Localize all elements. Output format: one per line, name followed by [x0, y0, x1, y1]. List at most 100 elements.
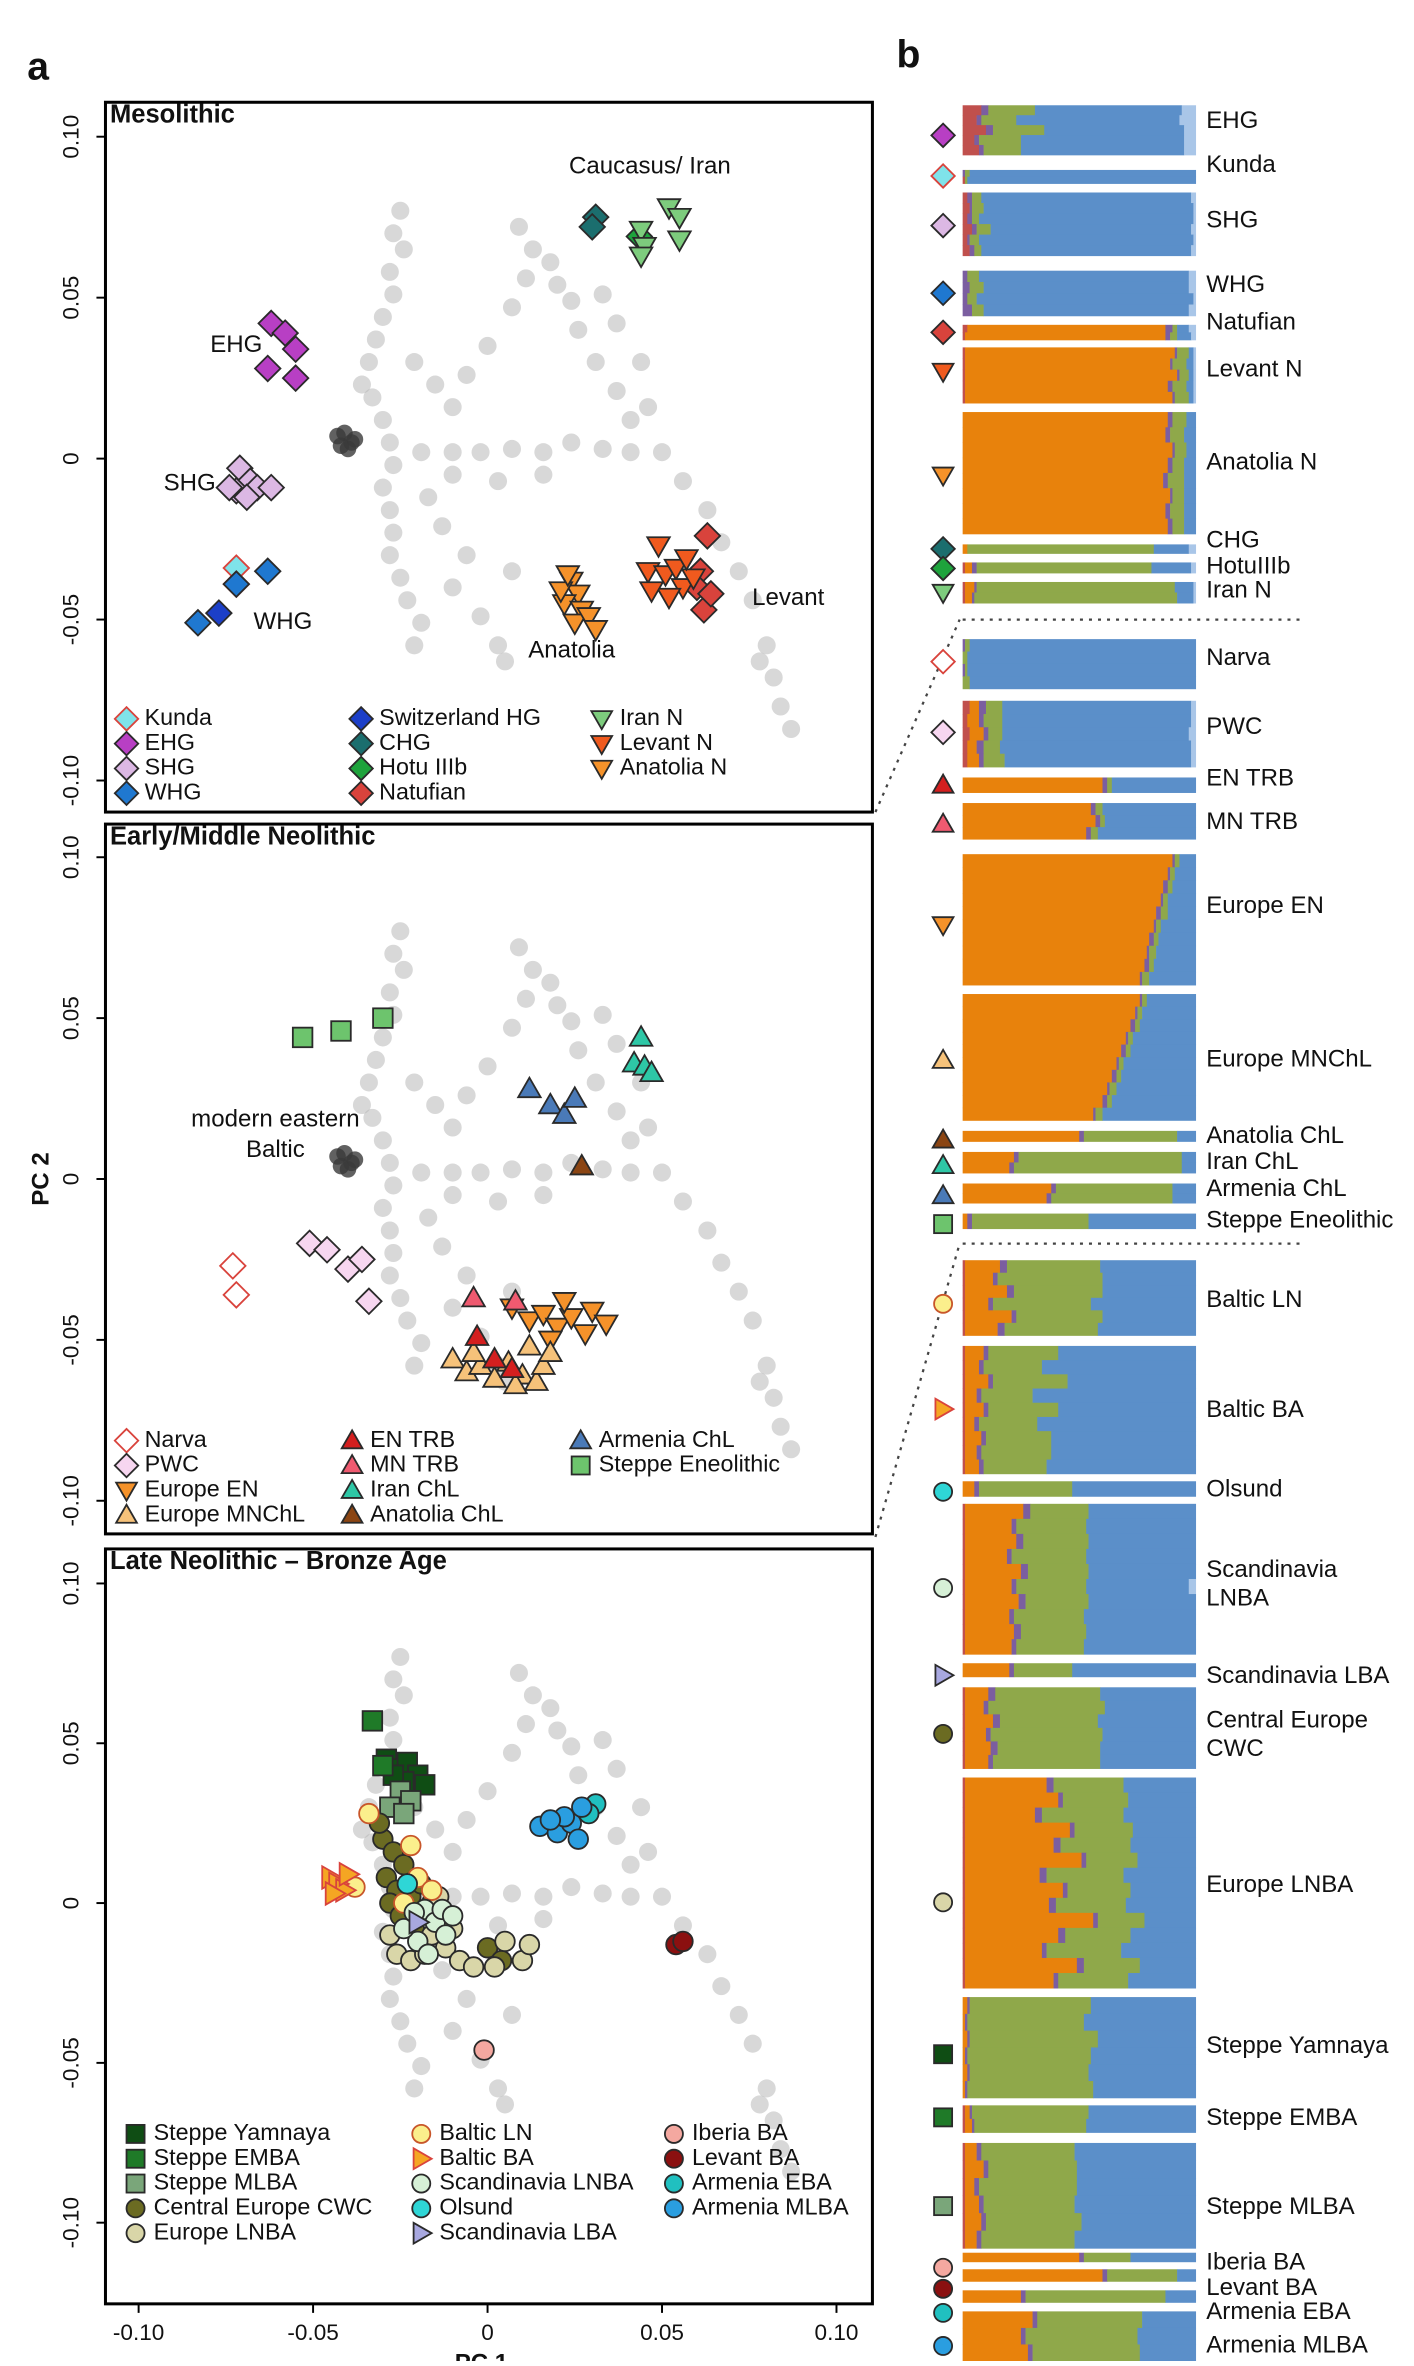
data-point — [516, 1311, 543, 1334]
panel-label: a — [27, 46, 49, 89]
data-point — [628, 1024, 654, 1047]
ancestry-segment — [1020, 1563, 1029, 1580]
ancestry-segment — [967, 2064, 970, 2082]
ancestry-segment — [1013, 1151, 1019, 1163]
reference-point — [394, 960, 413, 979]
ancestry-segment — [978, 2178, 1078, 2197]
ancestry-segment — [983, 304, 1190, 317]
ancestry-segment — [971, 592, 975, 604]
reference-point — [712, 1977, 731, 1996]
ancestry-segment — [962, 1548, 966, 1565]
data-point — [544, 1317, 571, 1341]
y-tick-label: 0.05 — [58, 276, 83, 320]
ancestry-segment — [1123, 1057, 1197, 1071]
ancestry-segment — [1102, 1285, 1197, 1299]
ancestry-segment — [962, 581, 966, 593]
ancestry-segment — [1088, 1533, 1197, 1550]
ancestry-segment — [1139, 1957, 1197, 1974]
ancestry-segment — [962, 1563, 966, 1580]
data-point — [313, 1235, 342, 1264]
ancestry-segment — [1041, 1807, 1124, 1824]
data-point — [473, 2039, 495, 2061]
group-marker — [933, 1293, 954, 1314]
legend-label: Steppe Yamnaya — [154, 2119, 331, 2145]
ancestry-segment — [1184, 472, 1197, 489]
ancestry-segment — [962, 1402, 966, 1418]
ancestry-segment — [1088, 1594, 1197, 1610]
ancestry-segment — [988, 1754, 994, 1769]
ancestry-segment — [1146, 994, 1197, 1008]
reference-point — [366, 1775, 385, 1794]
ancestry-segment — [962, 1388, 966, 1404]
ancestry-segment — [1011, 1518, 1017, 1535]
ancestry-segment — [1097, 1322, 1197, 1336]
ancestry-segment — [962, 592, 966, 604]
ancestry-segment — [1137, 2327, 1197, 2345]
y-tick-label: 0.05 — [58, 1721, 83, 1765]
legend-label: Iberia BA — [692, 2119, 788, 2145]
ancestry-segment — [1111, 777, 1197, 793]
legend-label: Baltic BA — [439, 2144, 534, 2170]
reference-point — [523, 240, 542, 259]
ancestry-segment — [964, 1360, 980, 1375]
data-point — [400, 1834, 422, 1857]
reference-point — [373, 478, 392, 497]
ancestry-segment — [1167, 472, 1185, 489]
ancestry-segment — [1107, 777, 1113, 793]
ancestry-segment — [962, 919, 1155, 934]
reference-point — [523, 960, 542, 979]
ancestry-segment — [964, 562, 973, 574]
ancestry-segment — [1179, 369, 1190, 382]
ancestry-segment — [969, 727, 984, 741]
ancestry-segment — [962, 562, 966, 574]
ancestry-segment — [1172, 324, 1178, 333]
ancestry-segment — [964, 1310, 1012, 1324]
panel-title: Mesolithic — [110, 101, 235, 129]
ancestry-segment — [1193, 234, 1197, 246]
reference-point — [729, 2005, 748, 2024]
ancestry-segment — [1193, 203, 1197, 214]
ancestry-segment — [1104, 1700, 1197, 1715]
ancestry-segment — [988, 2160, 1078, 2179]
annotation: Anatolia — [528, 637, 616, 664]
ancestry-segment — [1170, 867, 1176, 881]
legend-label: Kunda — [145, 704, 212, 730]
ancestry-segment — [962, 1807, 966, 1824]
group-marker — [933, 2302, 954, 2323]
ancestry-segment — [1163, 472, 1169, 489]
ancestry-segment — [997, 1741, 1101, 1756]
ancestry-segment — [1086, 1518, 1197, 1535]
data-point — [561, 613, 588, 636]
reference-point — [384, 1176, 403, 1195]
group-marker — [931, 1048, 956, 1069]
ancestry-segment — [1181, 1162, 1197, 1174]
reference-point — [380, 1153, 399, 1172]
data-point — [408, 1909, 431, 1936]
group-label: CHG — [1206, 527, 1259, 554]
ancestry-segment — [962, 144, 980, 156]
reference-point — [380, 1708, 399, 1727]
group-marker — [933, 2107, 954, 2128]
ancestry-segment — [964, 1777, 1047, 1794]
ancestry-segment — [1139, 1019, 1197, 1033]
ancestry-segment — [962, 1069, 1113, 1083]
y-tick-label: -0.10 — [58, 2197, 83, 2248]
ancestry-segment — [967, 192, 973, 204]
data-point — [672, 1930, 694, 1953]
group-label: HotuIIIb — [1206, 552, 1290, 579]
y-axis-label: PC 2 — [28, 1152, 55, 1205]
ancestry-segment — [1102, 803, 1197, 816]
ancestry-segment — [1184, 125, 1197, 136]
data-point — [693, 521, 722, 550]
reference-point — [391, 568, 410, 587]
ancestry-segment — [962, 1624, 966, 1640]
ancestry-segment — [964, 1714, 994, 1729]
ancestry-segment — [1013, 1663, 1073, 1678]
ancestry-segment — [1188, 369, 1194, 382]
reference-point — [412, 443, 431, 462]
legend-label: Levant N — [620, 729, 713, 755]
ancestry-segment — [964, 1416, 975, 1432]
ancestry-segment — [983, 1345, 989, 1361]
group-label: Scandinavia — [1206, 1556, 1338, 1583]
ancestry-segment — [1153, 919, 1157, 934]
